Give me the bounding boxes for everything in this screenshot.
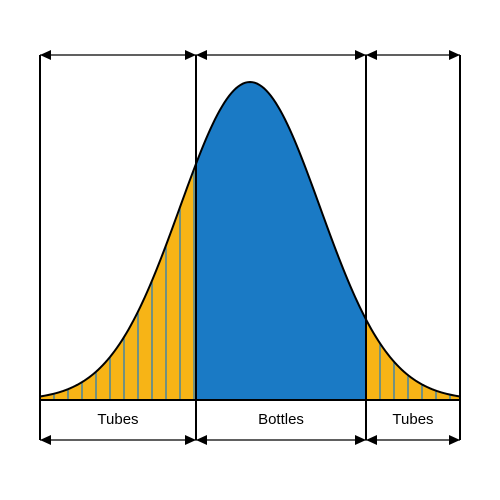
label-bottles: Bottles (258, 411, 304, 428)
bell-curve-chart: Tubes Bottles Tubes (0, 0, 500, 500)
label-tubes_left: Tubes (97, 411, 138, 428)
label-tubes_right: Tubes (392, 411, 433, 428)
